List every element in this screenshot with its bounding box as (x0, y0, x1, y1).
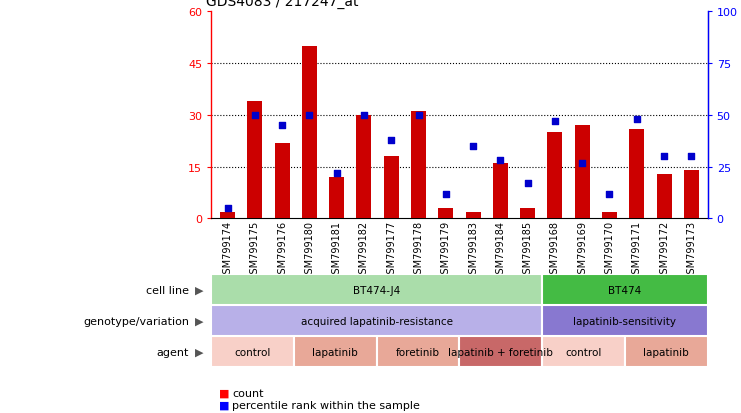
Bar (657, 174, 671, 219)
Text: lapatinib: lapatinib (643, 347, 689, 357)
Text: cell line: cell line (146, 285, 189, 295)
Text: count: count (232, 388, 264, 398)
Text: lapatinib-sensitivity: lapatinib-sensitivity (574, 316, 677, 326)
Point (222, 205, 233, 212)
Text: control: control (565, 347, 602, 357)
Text: ▶: ▶ (196, 285, 204, 295)
Point (631, 116, 642, 123)
Point (358, 112, 370, 119)
Point (440, 191, 452, 197)
Bar (542, 306, 708, 337)
Point (304, 112, 316, 119)
Text: BT474: BT474 (608, 285, 642, 295)
Bar (211, 306, 542, 337)
Bar (438, 209, 453, 219)
Point (658, 154, 670, 160)
Text: GDS4083 / 217247_at: GDS4083 / 217247_at (206, 0, 359, 9)
Text: genotype/variation: genotype/variation (83, 316, 189, 326)
Point (576, 160, 588, 166)
Text: acquired lapatinib-resistance: acquired lapatinib-resistance (301, 316, 453, 326)
Point (385, 137, 397, 144)
Point (413, 112, 425, 119)
Point (522, 180, 534, 187)
Bar (275, 143, 290, 219)
Bar (575, 126, 590, 219)
Text: lapatinib + foretinib: lapatinib + foretinib (448, 347, 554, 357)
Bar (548, 133, 562, 219)
Bar (384, 157, 399, 219)
Bar (247, 102, 262, 219)
Text: ▶: ▶ (196, 347, 204, 357)
Bar (625, 337, 708, 368)
Bar (211, 275, 542, 306)
Bar (220, 212, 235, 219)
Text: lapatinib: lapatinib (313, 347, 358, 357)
Text: BT474-J4: BT474-J4 (353, 285, 400, 295)
Text: foretinib: foretinib (396, 347, 440, 357)
Bar (411, 112, 426, 219)
Bar (329, 178, 344, 219)
Bar (294, 337, 376, 368)
Bar (542, 275, 708, 306)
Text: percentile rank within the sample: percentile rank within the sample (232, 400, 420, 410)
Text: ■: ■ (219, 400, 229, 410)
Point (249, 112, 261, 119)
Bar (520, 209, 535, 219)
Text: agent: agent (156, 347, 189, 357)
Bar (376, 337, 459, 368)
Bar (629, 129, 644, 219)
Bar (542, 337, 625, 368)
Bar (302, 47, 317, 219)
Text: ▶: ▶ (196, 316, 204, 326)
Bar (356, 116, 371, 219)
Point (549, 119, 561, 125)
Point (467, 143, 479, 150)
Point (330, 170, 342, 177)
Point (276, 123, 288, 129)
Text: control: control (234, 347, 270, 357)
Bar (459, 337, 542, 368)
Bar (684, 171, 699, 219)
Bar (465, 212, 481, 219)
Point (603, 191, 615, 197)
Bar (602, 212, 617, 219)
Point (685, 154, 697, 160)
Point (494, 158, 506, 164)
Text: ■: ■ (219, 388, 229, 398)
Bar (493, 164, 508, 219)
Bar (211, 337, 294, 368)
